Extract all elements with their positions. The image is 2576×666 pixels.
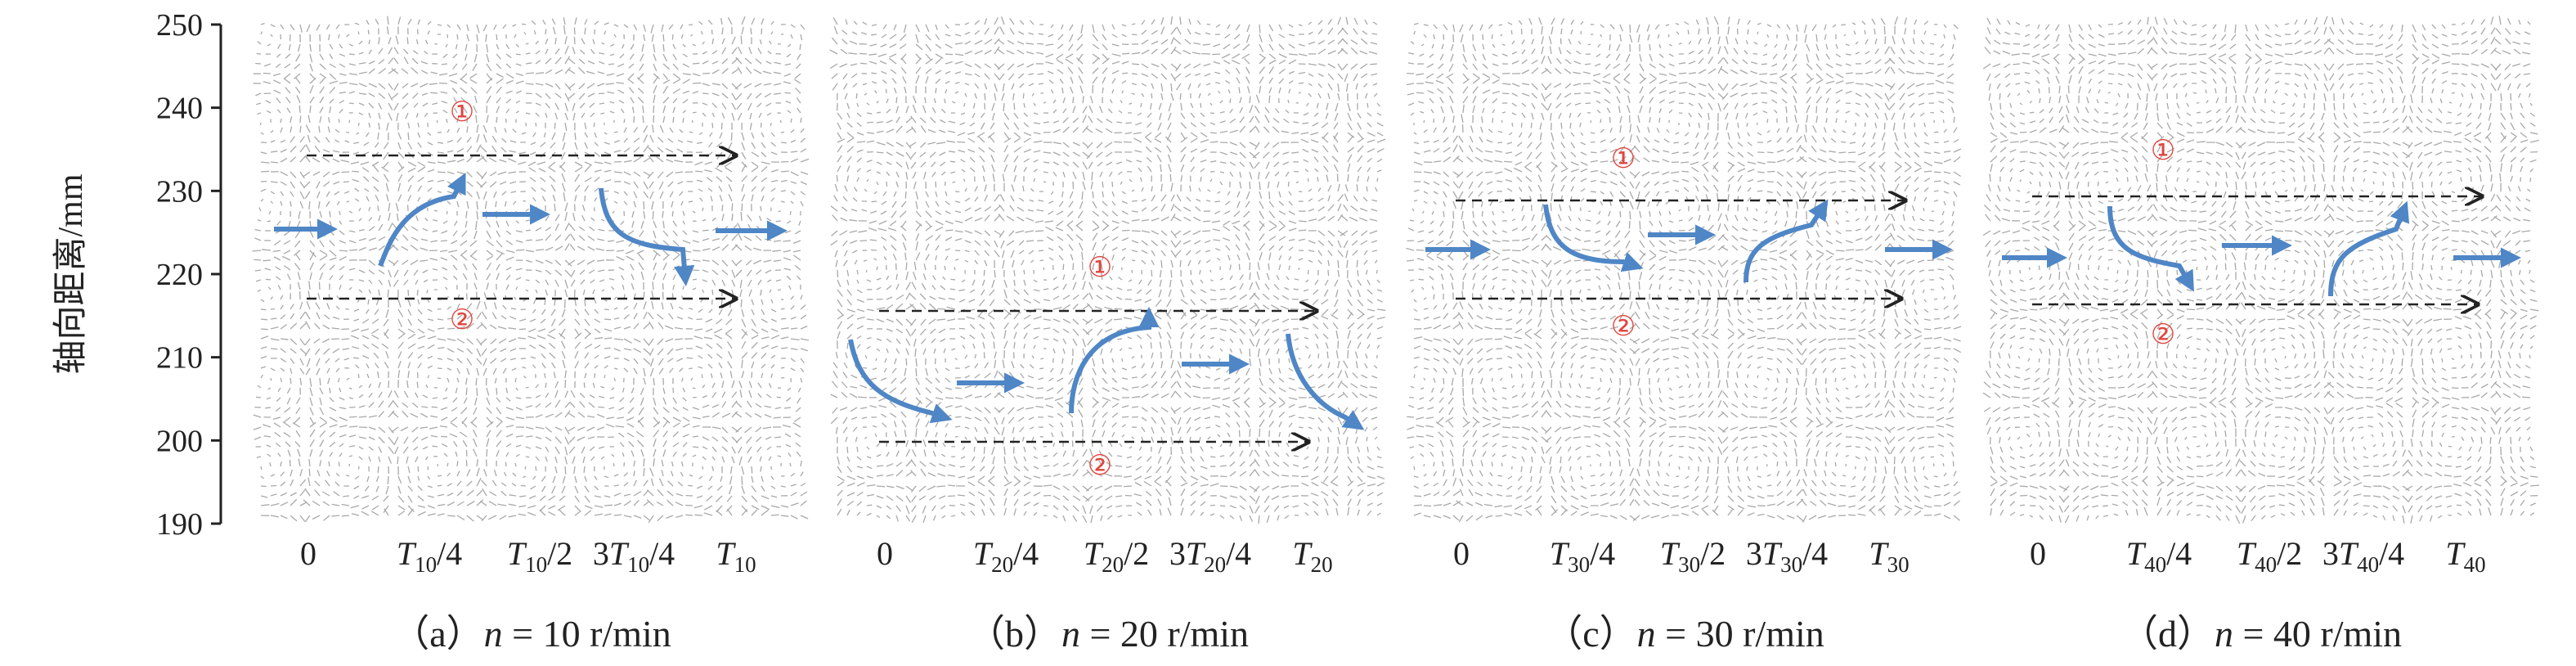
flow-arrow-curved (848, 339, 953, 424)
section-marker-2: ② (2151, 318, 2175, 351)
time-column-label: 0 (2030, 535, 2046, 572)
y-axis: 250 240 230 220 210 200 190 轴向距离/mm (52, 8, 222, 542)
vector-field (252, 16, 810, 524)
time-column-label: T20/4 (973, 535, 1039, 577)
section-marker-1: ① (1088, 251, 1112, 284)
time-column-label: 0 (300, 535, 316, 572)
y-tick-label: 210 (156, 341, 203, 376)
time-column-label: 3T30/4 (1746, 535, 1828, 577)
section-marker-1: ① (2151, 134, 2175, 167)
vector-field (1406, 16, 1962, 523)
time-column-label: T30/4 (1550, 535, 1615, 577)
panel-caption: （b）n = 20 r/min (967, 613, 1249, 655)
y-tick-label: 250 (156, 8, 203, 43)
section-marker-2: ② (1088, 449, 1112, 482)
y-tick-label: 230 (156, 174, 203, 209)
time-column-label: T20 (1292, 535, 1332, 577)
time-column-label: T10/2 (507, 535, 572, 577)
time-column-label: T30 (1869, 535, 1909, 577)
flow-arrow-curved (2107, 205, 2194, 292)
flow-arrow-curved (599, 187, 695, 287)
panel-c: ① ② 0 T30/4 T30/2 3T30/4 T30 （c）n = 30 r/min (1406, 16, 1962, 655)
flow-arrow-curved (1744, 199, 1829, 283)
vector-field (1982, 16, 2539, 524)
time-column-label: 3T40/4 (2322, 535, 2404, 577)
section-marker-1: ① (1611, 142, 1636, 175)
panels: ① ② 0 T10/4 T10/2 3T10/4 T10 （a）n = 10 r/min ① ② 0… (252, 16, 2539, 655)
flow-arrow-curved (1543, 204, 1644, 272)
flow-arrow-curved (1069, 306, 1160, 414)
panel-a: ① ② 0 T10/4 T10/2 3T10/4 T10 （a）n = 10 r/min (252, 16, 810, 655)
y-axis-ticks: 250 240 230 220 210 200 190 (156, 8, 221, 542)
time-column-label: 0 (877, 535, 893, 572)
panel-caption: （c）n = 30 r/min (1545, 613, 1824, 655)
panel-b: ① ② 0 T20/4 T20/2 3T20/4 T20 （b）n = 20 r/min (829, 16, 1386, 655)
time-column-label: T20/2 (1084, 535, 1149, 577)
panel-d: ① ② 0 T40/4 T40/2 3T40/4 T40 （d）n = 40 r/min (1982, 16, 2539, 655)
time-column-label: T40/4 (2126, 535, 2192, 577)
flow-arrow-curved (1286, 333, 1365, 430)
y-tick-label: 240 (156, 92, 203, 126)
flow-arrow-curved (2328, 200, 2410, 297)
time-column-label: T10/4 (397, 535, 462, 577)
time-column-label: T30/2 (1660, 535, 1726, 577)
time-column-label: T40/2 (2237, 535, 2302, 577)
y-tick-label: 220 (156, 258, 203, 292)
section-marker-1: ① (450, 96, 474, 128)
y-axis-label: 轴向距离/mm (52, 173, 90, 374)
section-marker-2: ② (450, 304, 474, 336)
time-column-label: 0 (1453, 535, 1470, 572)
time-column-label: 3T20/4 (1169, 535, 1251, 577)
section-marker-2: ② (1611, 310, 1636, 343)
panel-caption: （a）n = 10 r/min (392, 613, 671, 655)
y-tick-label: 200 (156, 424, 203, 458)
time-column-label: 3T10/4 (593, 535, 675, 577)
y-tick-label: 190 (156, 507, 203, 542)
vector-field (829, 16, 1386, 524)
panel-caption: （d）n = 40 r/min (2120, 613, 2402, 655)
time-column-label: T10 (716, 535, 756, 577)
flow-arrow-curved (378, 172, 466, 268)
time-column-label: T40 (2445, 535, 2485, 577)
